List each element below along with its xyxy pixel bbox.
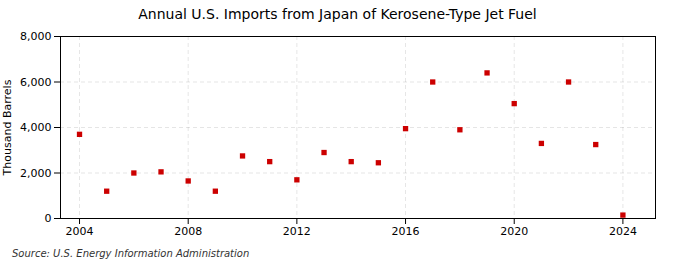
svg-text:0: 0 [45, 212, 52, 225]
svg-text:2020: 2020 [500, 225, 528, 238]
svg-text:Thousand Barrels: Thousand Barrels [1, 79, 14, 176]
svg-text:2024: 2024 [609, 225, 637, 238]
svg-text:6,000: 6,000 [20, 76, 52, 89]
svg-text:8,000: 8,000 [20, 30, 52, 43]
svg-text:2,000: 2,000 [20, 167, 52, 180]
svg-text:2008: 2008 [174, 225, 202, 238]
html-text:Source: U.S. Energy Informatio: Source: U.S. Energy Information Administ… [12, 248, 250, 259]
svg-text:2012: 2012 [283, 225, 311, 238]
svg-text:2004: 2004 [66, 225, 94, 238]
svg-text:4,000: 4,000 [20, 121, 52, 134]
svg-text:2016: 2016 [392, 225, 420, 238]
html-text:Annual U.S. Imports from Japan: Annual U.S. Imports from Japan of Kerose… [138, 6, 537, 22]
